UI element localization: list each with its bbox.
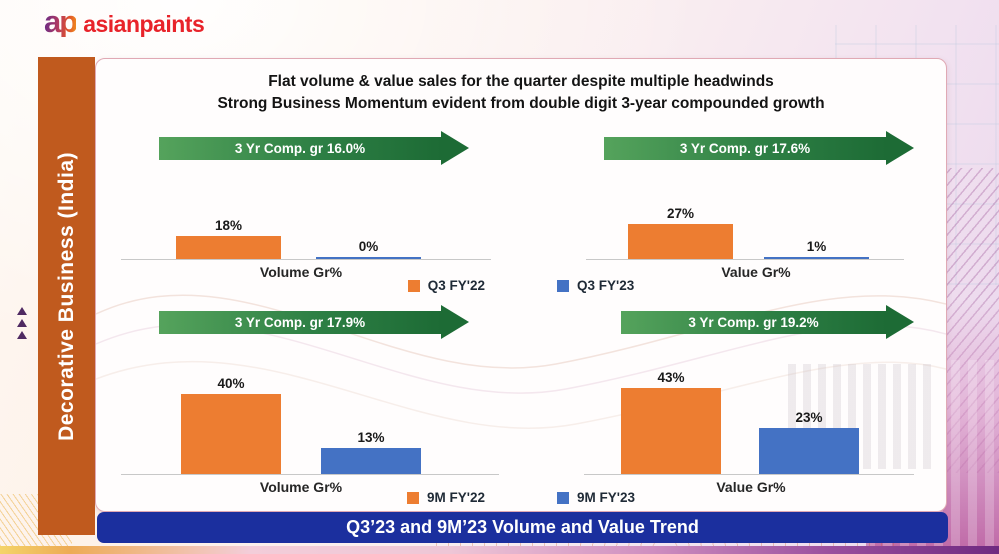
growth-arrow-q3-volume: 3 Yr Comp. gr 16.0%: [159, 131, 469, 165]
legend-q3: Q3 FY'22 Q3 FY'23: [96, 278, 946, 293]
bar-value-label: 13%: [357, 430, 385, 445]
growth-arrow-label: 3 Yr Comp. gr 16.0%: [234, 140, 366, 156]
growth-arrow-9m-volume: 3 Yr Comp. gr 17.9%: [159, 305, 469, 339]
x-axis-line: [586, 259, 904, 260]
x-axis-line: [121, 474, 499, 475]
bar: [759, 428, 859, 474]
legend-swatch-blue: [557, 279, 569, 292]
arrow-head-icon: [441, 305, 469, 339]
legend-item-q3fy22: Q3 FY'22: [407, 278, 485, 293]
bottom-gradient-strip: [0, 546, 999, 554]
bar-9mfy22-volume: 40%: [181, 376, 281, 474]
bar-value-label: 43%: [657, 370, 685, 385]
bar-value-label: 27%: [666, 205, 695, 221]
triangle-up-icon: [17, 307, 27, 315]
sidebar-decorative-business: Decorative Business (India): [38, 57, 95, 535]
bar: [621, 388, 721, 474]
x-axis-label-9m-value: Value Gr%: [716, 479, 786, 495]
footer-banner: Q3’23 and 9M’23 Volume and Value Trend: [97, 512, 948, 543]
legend-swatch-orange: [407, 491, 420, 504]
legend-label: 9M FY'23: [577, 490, 635, 505]
slide-title: Flat volume & value sales for the quarte…: [96, 71, 946, 115]
legend-label: Q3 FY'23: [577, 278, 635, 293]
legend-swatch-blue: [557, 491, 569, 504]
triangle-up-icon: [17, 319, 27, 327]
legend-9m: 9M FY'22 9M FY'23: [96, 490, 946, 505]
triangle-up-icon: [17, 331, 27, 339]
bar-q3fy22-volume: 18%: [176, 218, 281, 259]
growth-arrow-label: 3 Yr Comp. gr 19.2%: [688, 314, 819, 330]
legend-item-9mfy22: 9M FY'22: [407, 490, 485, 505]
legend-label: 9M FY'22: [427, 490, 485, 505]
bar: [321, 448, 421, 474]
footer-banner-label: Q3’23 and 9M’23 Volume and Value Trend: [346, 517, 699, 537]
bar: [764, 256, 869, 259]
bar-q3fy22-value: 27%: [628, 206, 733, 259]
arrow-head-icon: [886, 305, 914, 339]
ap-logo-icon: ap: [44, 4, 78, 39]
bar-9mfy23-volume: 13%: [321, 430, 421, 474]
growth-arrow-q3-value: 3 Yr Comp. gr 17.6%: [604, 131, 914, 165]
x-axis-label-q3-volume: Volume Gr%: [259, 264, 343, 280]
content-card: Flat volume & value sales for the quarte…: [95, 58, 947, 512]
bar-value-label: 18%: [214, 217, 243, 233]
legend-item-q3fy23: Q3 FY'23: [557, 278, 634, 293]
title-line-2: Strong Business Momentum evident from do…: [217, 95, 825, 112]
bar-9mfy22-value: 43%: [621, 370, 721, 474]
title-line-1: Flat volume & value sales for the quarte…: [268, 73, 774, 90]
bar-q3fy23-value: 1%: [764, 238, 869, 259]
growth-arrow-label: 3 Yr Comp. gr 17.6%: [679, 140, 811, 156]
growth-arrow-label: 3 Yr Comp. gr 17.9%: [234, 314, 366, 330]
bar-value-label: 40%: [217, 376, 245, 391]
bar: [181, 394, 281, 474]
arrow-body: 3 Yr Comp. gr 17.9%: [159, 310, 441, 334]
bar-value-label: 1%: [806, 238, 827, 254]
bar: [316, 256, 421, 259]
bar: [176, 235, 281, 259]
bar: [628, 223, 733, 259]
x-axis-label-q3-value: Value Gr%: [721, 264, 791, 280]
bar-value-label: 0%: [358, 238, 379, 254]
legend-swatch-orange: [407, 279, 420, 292]
bar-q3fy23-volume: 0%: [316, 238, 421, 259]
bar-value-label: 23%: [795, 410, 823, 425]
arrow-body: 3 Yr Comp. gr 17.6%: [604, 136, 886, 160]
asian-paints-logo: ap asianpaints: [44, 4, 205, 39]
sidebar-label: Decorative Business (India): [54, 151, 78, 441]
arrow-head-icon: [886, 131, 914, 165]
legend-label: Q3 FY'22: [427, 278, 485, 293]
logo-wordmark: asianpaints: [83, 11, 205, 37]
x-axis-line: [584, 474, 914, 475]
x-axis-label-9m-volume: Volume Gr%: [259, 479, 343, 495]
arrow-body: 3 Yr Comp. gr 16.0%: [159, 136, 441, 160]
legend-item-9mfy23: 9M FY'23: [557, 490, 635, 505]
x-axis-line: [121, 259, 491, 260]
arrow-head-icon: [441, 131, 469, 165]
bar-9mfy23-value: 23%: [759, 410, 859, 474]
arrow-body: 3 Yr Comp. gr 19.2%: [621, 310, 886, 334]
growth-arrow-9m-value: 3 Yr Comp. gr 19.2%: [621, 305, 914, 339]
